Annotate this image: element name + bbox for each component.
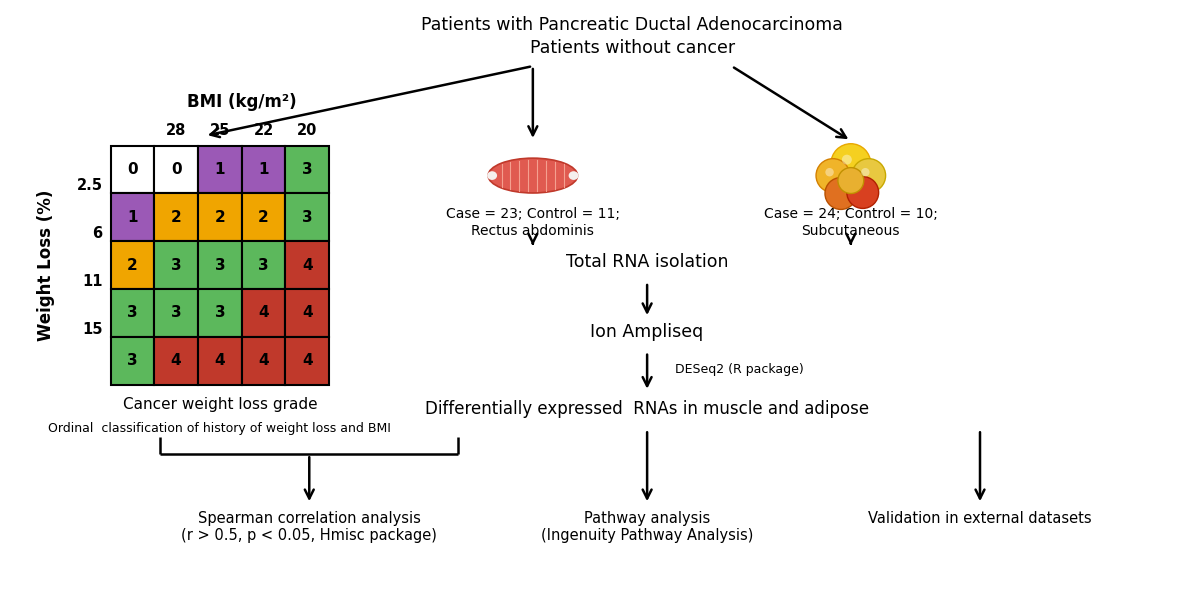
Text: 3: 3 bbox=[302, 162, 312, 177]
Text: 1: 1 bbox=[258, 162, 269, 177]
Bar bbox=[241, 289, 286, 337]
Bar bbox=[110, 146, 155, 193]
Text: 0: 0 bbox=[170, 162, 181, 177]
Text: 1: 1 bbox=[127, 210, 138, 225]
Ellipse shape bbox=[488, 158, 577, 193]
Text: 4: 4 bbox=[258, 353, 269, 368]
Bar bbox=[110, 241, 155, 289]
Circle shape bbox=[826, 168, 834, 176]
Text: BMI (kg/m²): BMI (kg/m²) bbox=[187, 93, 296, 111]
Bar bbox=[286, 241, 329, 289]
Text: 28: 28 bbox=[166, 123, 186, 138]
Bar bbox=[241, 241, 286, 289]
Text: 3: 3 bbox=[215, 257, 226, 272]
Text: 2: 2 bbox=[127, 257, 138, 272]
Bar bbox=[155, 193, 198, 241]
Text: DESeq2 (R package): DESeq2 (R package) bbox=[674, 363, 804, 376]
Text: Ion Ampliseq: Ion Ampliseq bbox=[590, 323, 703, 341]
Text: 3: 3 bbox=[258, 257, 269, 272]
Bar bbox=[241, 337, 286, 385]
Bar bbox=[198, 193, 241, 241]
Bar bbox=[241, 146, 286, 193]
Text: 4: 4 bbox=[215, 353, 226, 368]
Bar bbox=[241, 193, 286, 241]
Text: 6: 6 bbox=[92, 226, 102, 241]
Text: Case = 23; Control = 11;
Rectus abdominis: Case = 23; Control = 11; Rectus abdomini… bbox=[446, 208, 620, 238]
Text: 4: 4 bbox=[170, 353, 181, 368]
Bar bbox=[198, 146, 241, 193]
Text: Total RNA isolation: Total RNA isolation bbox=[566, 253, 728, 271]
Bar bbox=[155, 289, 198, 337]
Circle shape bbox=[852, 158, 886, 193]
Bar bbox=[110, 289, 155, 337]
Text: Validation in external datasets: Validation in external datasets bbox=[868, 511, 1092, 526]
Text: Cancer weight loss grade: Cancer weight loss grade bbox=[122, 397, 317, 412]
Ellipse shape bbox=[487, 171, 497, 180]
Text: 0: 0 bbox=[127, 162, 138, 177]
Bar bbox=[286, 146, 329, 193]
Text: 20: 20 bbox=[298, 123, 318, 138]
Text: 3: 3 bbox=[127, 353, 138, 368]
Bar bbox=[110, 193, 155, 241]
Bar bbox=[198, 289, 241, 337]
Text: 4: 4 bbox=[258, 305, 269, 320]
Text: Ordinal  classification of history of weight loss and BMI: Ordinal classification of history of wei… bbox=[48, 422, 391, 436]
Text: Differentially expressed  RNAs in muscle and adipose: Differentially expressed RNAs in muscle … bbox=[425, 400, 869, 418]
Text: 3: 3 bbox=[127, 305, 138, 320]
Bar bbox=[286, 193, 329, 241]
Text: Weight Loss (%): Weight Loss (%) bbox=[37, 190, 55, 341]
Circle shape bbox=[862, 168, 870, 176]
Text: Case = 24; Control = 10;
Subcutaneous: Case = 24; Control = 10; Subcutaneous bbox=[764, 208, 937, 238]
Bar bbox=[286, 337, 329, 385]
Circle shape bbox=[830, 144, 871, 184]
Text: 4: 4 bbox=[302, 257, 312, 272]
Text: 2.5: 2.5 bbox=[77, 178, 102, 193]
Text: 2: 2 bbox=[170, 210, 181, 225]
Text: 3: 3 bbox=[302, 210, 312, 225]
Bar bbox=[286, 289, 329, 337]
Text: 11: 11 bbox=[82, 274, 102, 289]
Text: 3: 3 bbox=[170, 305, 181, 320]
Text: Patients with Pancreatic Ductal Adenocarcinoma: Patients with Pancreatic Ductal Adenocar… bbox=[421, 16, 844, 34]
Text: 2: 2 bbox=[258, 210, 269, 225]
Bar bbox=[155, 241, 198, 289]
Circle shape bbox=[847, 176, 878, 208]
Text: 2: 2 bbox=[215, 210, 226, 225]
Text: Pathway analysis
(Ingenuity Pathway Analysis): Pathway analysis (Ingenuity Pathway Anal… bbox=[541, 511, 754, 544]
Text: Patients without cancer: Patients without cancer bbox=[529, 39, 734, 57]
Circle shape bbox=[842, 155, 852, 164]
Text: 22: 22 bbox=[253, 123, 274, 138]
Text: 15: 15 bbox=[82, 322, 102, 337]
Circle shape bbox=[816, 158, 850, 193]
Bar bbox=[198, 337, 241, 385]
Text: 1: 1 bbox=[215, 162, 226, 177]
Text: 25: 25 bbox=[210, 123, 230, 138]
Bar bbox=[155, 146, 198, 193]
Text: 3: 3 bbox=[170, 257, 181, 272]
Text: Spearman correlation analysis
(r > 0.5, p < 0.05, Hmisc package): Spearman correlation analysis (r > 0.5, … bbox=[181, 511, 437, 544]
Circle shape bbox=[838, 167, 864, 193]
Text: 3: 3 bbox=[215, 305, 226, 320]
Circle shape bbox=[824, 178, 857, 209]
Ellipse shape bbox=[569, 171, 578, 180]
Text: 4: 4 bbox=[302, 305, 312, 320]
Bar bbox=[155, 337, 198, 385]
Bar bbox=[198, 241, 241, 289]
Bar bbox=[110, 337, 155, 385]
Text: 4: 4 bbox=[302, 353, 312, 368]
